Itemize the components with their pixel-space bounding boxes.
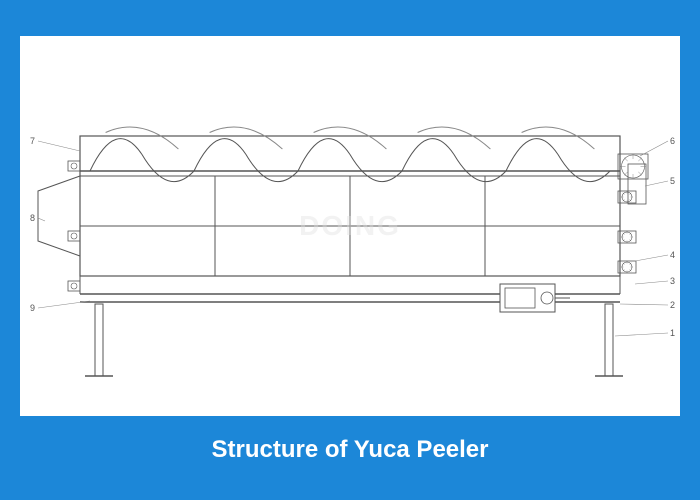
svg-text:8: 8: [30, 213, 35, 223]
svg-text:7: 7: [30, 136, 35, 146]
svg-text:9: 9: [30, 303, 35, 313]
diagram-title: Structure of Yuca Peeler: [211, 436, 488, 464]
svg-text:2: 2: [670, 300, 675, 310]
main-container: 7 8 9 6 5 4 3 2 1 DOING Structure of Yuca Peeler: [0, 0, 700, 500]
watermark-text: DOING: [299, 210, 401, 242]
svg-text:6: 6: [670, 136, 675, 146]
svg-text:3: 3: [670, 276, 675, 286]
svg-text:1: 1: [670, 328, 675, 338]
svg-text:4: 4: [670, 250, 675, 260]
svg-text:5: 5: [670, 176, 675, 186]
diagram-panel: 7 8 9 6 5 4 3 2 1 DOING: [20, 36, 680, 416]
